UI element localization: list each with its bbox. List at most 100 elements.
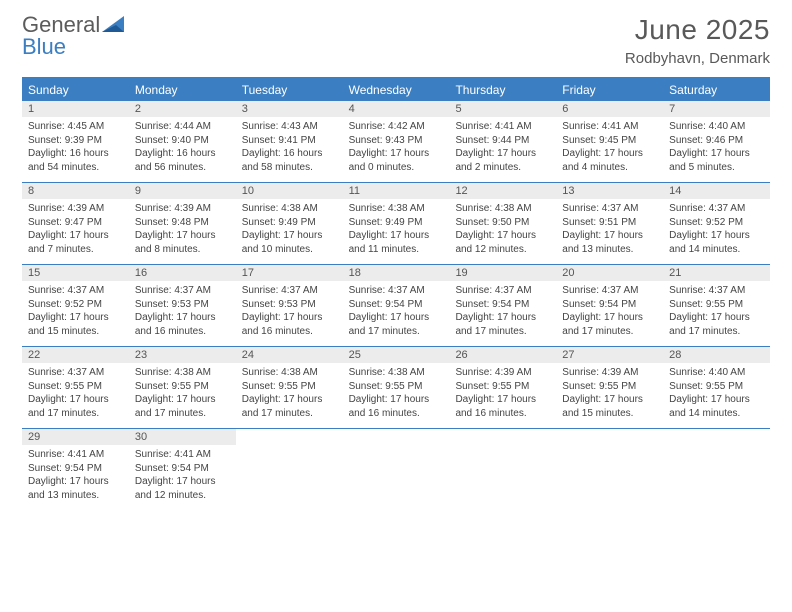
day-body: Sunrise: 4:43 AMSunset: 9:41 PMDaylight:… [236, 117, 343, 182]
day-cell: 17Sunrise: 4:37 AMSunset: 9:53 PMDayligh… [236, 265, 343, 346]
day-body: Sunrise: 4:41 AMSunset: 9:54 PMDaylight:… [22, 445, 129, 510]
daylight-line-2: and 16 minutes. [135, 325, 230, 339]
day-number: 7 [663, 101, 770, 117]
sunset-line: Sunset: 9:54 PM [28, 462, 123, 476]
day-cell: 22Sunrise: 4:37 AMSunset: 9:55 PMDayligh… [22, 347, 129, 428]
sunset-line: Sunset: 9:53 PM [135, 298, 230, 312]
day-body: Sunrise: 4:37 AMSunset: 9:54 PMDaylight:… [343, 281, 450, 346]
day-number: 29 [22, 429, 129, 445]
daylight-line-1: Daylight: 16 hours [242, 147, 337, 161]
sunrise-line: Sunrise: 4:41 AM [562, 120, 657, 134]
day-number: 1 [22, 101, 129, 117]
sunset-line: Sunset: 9:55 PM [669, 298, 764, 312]
day-number: 27 [556, 347, 663, 363]
daylight-line-1: Daylight: 17 hours [669, 311, 764, 325]
sunrise-line: Sunrise: 4:37 AM [455, 284, 550, 298]
day-cell: 20Sunrise: 4:37 AMSunset: 9:54 PMDayligh… [556, 265, 663, 346]
day-body: Sunrise: 4:40 AMSunset: 9:55 PMDaylight:… [663, 363, 770, 428]
daylight-line-2: and 16 minutes. [349, 407, 444, 421]
day-number: 11 [343, 183, 450, 199]
daylight-line-1: Daylight: 17 hours [135, 229, 230, 243]
sunset-line: Sunset: 9:44 PM [455, 134, 550, 148]
week-row: 22Sunrise: 4:37 AMSunset: 9:55 PMDayligh… [22, 346, 770, 428]
sunset-line: Sunset: 9:54 PM [455, 298, 550, 312]
sunrise-line: Sunrise: 4:39 AM [28, 202, 123, 216]
day-number: 20 [556, 265, 663, 281]
day-body: Sunrise: 4:39 AMSunset: 9:47 PMDaylight:… [22, 199, 129, 264]
sunrise-line: Sunrise: 4:39 AM [562, 366, 657, 380]
sunset-line: Sunset: 9:55 PM [455, 380, 550, 394]
sunrise-line: Sunrise: 4:40 AM [669, 120, 764, 134]
day-cell: 14Sunrise: 4:37 AMSunset: 9:52 PMDayligh… [663, 183, 770, 264]
daylight-line-1: Daylight: 17 hours [562, 393, 657, 407]
daylight-line-2: and 16 minutes. [455, 407, 550, 421]
day-body: Sunrise: 4:38 AMSunset: 9:55 PMDaylight:… [129, 363, 236, 428]
week-row: 8Sunrise: 4:39 AMSunset: 9:47 PMDaylight… [22, 182, 770, 264]
day-body: Sunrise: 4:37 AMSunset: 9:52 PMDaylight:… [22, 281, 129, 346]
daylight-line-1: Daylight: 17 hours [669, 393, 764, 407]
day-body: Sunrise: 4:38 AMSunset: 9:55 PMDaylight:… [343, 363, 450, 428]
day-number: 3 [236, 101, 343, 117]
sunrise-line: Sunrise: 4:38 AM [242, 366, 337, 380]
page: General Blue June 2025 Rodbyhavn, Denmar… [0, 0, 792, 510]
day-cell: 27 Sunrise: 4:39 AMSunset: 9:55 PMDayligh… [556, 347, 663, 428]
day-cell: 11Sunrise: 4:38 AMSunset: 9:49 PMDayligh… [343, 183, 450, 264]
page-subtitle: Rodbyhavn, Denmark [625, 50, 770, 67]
sunset-line: Sunset: 9:45 PM [562, 134, 657, 148]
sunset-line: Sunset: 9:47 PM [28, 216, 123, 230]
sunset-line: Sunset: 9:43 PM [349, 134, 444, 148]
sunrise-line: Sunrise: 4:45 AM [28, 120, 123, 134]
daylight-line-1: Daylight: 17 hours [455, 229, 550, 243]
day-number: 16 [129, 265, 236, 281]
sunset-line: Sunset: 9:54 PM [349, 298, 444, 312]
daylight-line-2: and 7 minutes. [28, 243, 123, 257]
day-cell: 9Sunrise: 4:39 AMSunset: 9:48 PMDaylight… [129, 183, 236, 264]
sunset-line: Sunset: 9:55 PM [562, 380, 657, 394]
dow-friday: Friday [556, 79, 663, 101]
sunset-line: Sunset: 9:49 PM [349, 216, 444, 230]
dow-monday: Monday [129, 79, 236, 101]
sunset-line: Sunset: 9:46 PM [669, 134, 764, 148]
dow-tuesday: Tuesday [236, 79, 343, 101]
day-cell: 15Sunrise: 4:37 AMSunset: 9:52 PMDayligh… [22, 265, 129, 346]
day-body: Sunrise: 4:37 AMSunset: 9:55 PMDaylight:… [22, 363, 129, 428]
day-number: 15 [22, 265, 129, 281]
daylight-line-2: and 13 minutes. [562, 243, 657, 257]
sunset-line: Sunset: 9:48 PM [135, 216, 230, 230]
day-number: 23 [129, 347, 236, 363]
day-cell [449, 429, 556, 510]
week-row: 1Sunrise: 4:45 AMSunset: 9:39 PMDaylight… [22, 101, 770, 182]
daylight-line-1: Daylight: 17 hours [455, 393, 550, 407]
daylight-line-2: and 58 minutes. [242, 161, 337, 175]
day-number: 30 [129, 429, 236, 445]
day-body: Sunrise: 4:42 AMSunset: 9:43 PMDaylight:… [343, 117, 450, 182]
daylight-line-1: Daylight: 17 hours [28, 393, 123, 407]
day-body: Sunrise: 4:38 AMSunset: 9:50 PMDaylight:… [449, 199, 556, 264]
logo-blue-row: Blue [22, 36, 100, 58]
daylight-line-1: Daylight: 17 hours [28, 229, 123, 243]
logo-text: General Blue [22, 14, 100, 58]
day-body: Sunrise: 4:45 AMSunset: 9:39 PMDaylight:… [22, 117, 129, 182]
day-body: Sunrise: 4:41 AMSunset: 9:44 PMDaylight:… [449, 117, 556, 182]
day-body: Sunrise: 4:37 AMSunset: 9:51 PMDaylight:… [556, 199, 663, 264]
daylight-line-1: Daylight: 17 hours [455, 311, 550, 325]
day-number: 26 [449, 347, 556, 363]
daylight-line-1: Daylight: 17 hours [349, 229, 444, 243]
sunset-line: Sunset: 9:40 PM [135, 134, 230, 148]
daylight-line-1: Daylight: 17 hours [135, 475, 230, 489]
logo: General Blue [22, 14, 128, 58]
daylight-line-2: and 17 minutes. [562, 325, 657, 339]
sunrise-line: Sunrise: 4:37 AM [135, 284, 230, 298]
day-body: Sunrise: 4:40 AMSunset: 9:46 PMDaylight:… [663, 117, 770, 182]
day-number: 22 [22, 347, 129, 363]
daylight-line-1: Daylight: 17 hours [28, 475, 123, 489]
sunrise-line: Sunrise: 4:39 AM [135, 202, 230, 216]
day-cell [343, 429, 450, 510]
daylight-line-1: Daylight: 17 hours [562, 311, 657, 325]
day-cell: 12Sunrise: 4:38 AMSunset: 9:50 PMDayligh… [449, 183, 556, 264]
daylight-line-2: and 2 minutes. [455, 161, 550, 175]
day-cell: 10Sunrise: 4:38 AMSunset: 9:49 PMDayligh… [236, 183, 343, 264]
day-cell: 24Sunrise: 4:38 AMSunset: 9:55 PMDayligh… [236, 347, 343, 428]
title-wrap: June 2025 Rodbyhavn, Denmark [625, 14, 770, 67]
daylight-line-1: Daylight: 17 hours [135, 393, 230, 407]
